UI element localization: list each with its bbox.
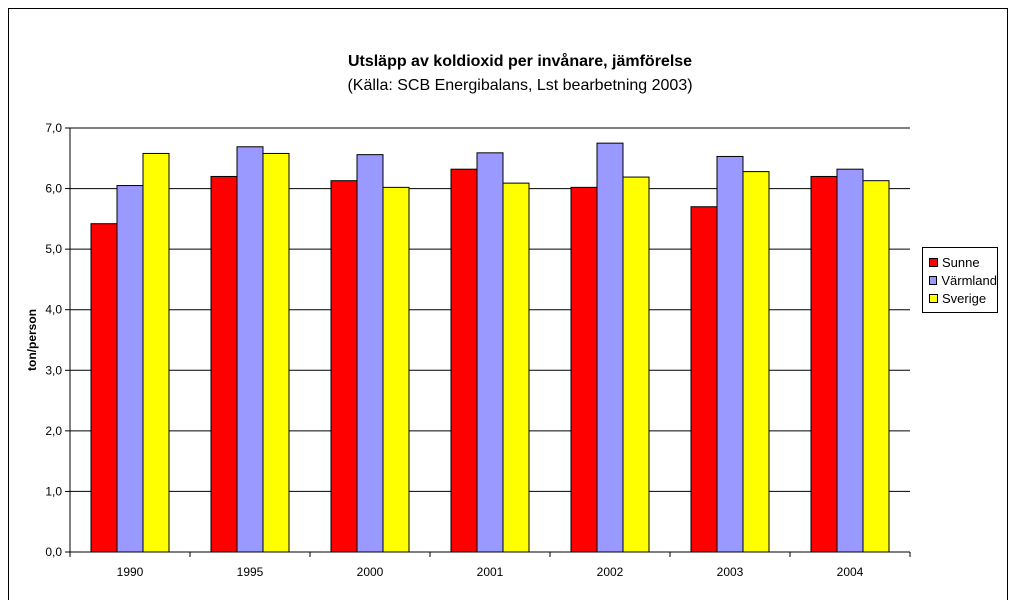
bar-värmland: [476, 152, 504, 553]
y-tick-label: 0,0: [45, 545, 62, 559]
chart-frame: [8, 8, 1008, 600]
bar-sunne: [90, 223, 118, 553]
x-tick-label: 2001: [477, 565, 504, 579]
x-tick-label: 2004: [837, 565, 864, 579]
bar-värmland: [716, 155, 744, 553]
chart-subtitle: (Källa: SCB Energibalans, Lst bearbetnin…: [347, 77, 693, 94]
legend-item-sunne: Sunne: [929, 253, 997, 271]
bar-sverige: [382, 186, 410, 553]
bar-värmland: [116, 185, 144, 553]
bar-sunne: [690, 206, 718, 553]
legend-swatch: [929, 293, 938, 303]
legend-item-värmland: Värmland: [929, 271, 997, 289]
bar-sverige: [622, 176, 650, 553]
y-tick-label: 1,0: [45, 484, 62, 498]
bar-värmland: [596, 142, 624, 553]
y-tick-label: 5,0: [45, 242, 62, 256]
bar-sunne: [450, 168, 478, 553]
bar-värmland: [836, 168, 864, 553]
x-tick-label: 2000: [357, 565, 384, 579]
x-tick-label: 1995: [237, 565, 264, 579]
legend: Sunne Värmland Sverige: [922, 247, 998, 313]
legend-item-sverige: Sverige: [929, 289, 997, 307]
x-tick-label: 2003: [717, 565, 744, 579]
y-tick-label: 4,0: [45, 303, 62, 317]
y-tick-label: 7,0: [45, 121, 62, 135]
bar-sverige: [862, 180, 890, 553]
legend-label: Sunne: [942, 254, 980, 270]
legend-swatch: [929, 257, 938, 267]
bar-sverige: [502, 182, 530, 553]
bar-sunne: [210, 175, 238, 553]
bar-sverige: [142, 152, 170, 553]
bar-sunne: [570, 186, 598, 553]
chart-title: Utsläpp av koldioxid per invånare, jämfö…: [347, 53, 693, 70]
legend-swatch: [929, 275, 938, 285]
y-tick-label: 6,0: [45, 182, 62, 196]
bar-sverige: [262, 152, 290, 553]
x-tick-label: 1990: [117, 565, 144, 579]
bar-värmland: [356, 154, 384, 553]
bar-sunne: [330, 180, 358, 553]
y-tick-label: 2,0: [45, 424, 62, 438]
bar-sverige: [742, 171, 770, 553]
bar-sunne: [810, 175, 838, 553]
bar-värmland: [236, 146, 264, 553]
x-tick-label: 2002: [597, 565, 624, 579]
legend-label: Värmland: [941, 272, 997, 288]
y-tick-label: 3,0: [45, 363, 62, 377]
legend-label: Sverige: [942, 290, 987, 306]
